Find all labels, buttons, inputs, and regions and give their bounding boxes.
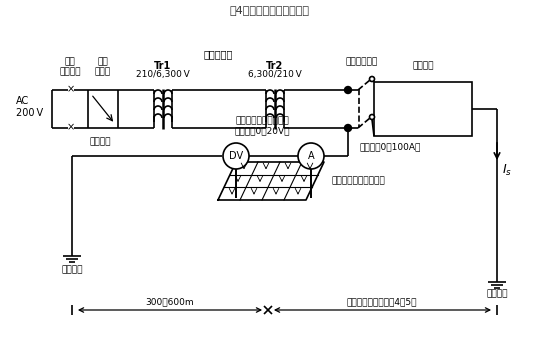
Text: 電圧
調整器: 電圧 調整器 xyxy=(95,57,111,77)
Text: AC
200 V: AC 200 V xyxy=(16,96,43,118)
Circle shape xyxy=(370,76,374,81)
Text: 零電位点: 零電位点 xyxy=(61,266,83,274)
Text: 210/6,300 V: 210/6,300 V xyxy=(136,70,190,78)
Text: 変電所等大規模接地網: 変電所等大規模接地網 xyxy=(332,176,386,186)
Text: 電源
スイッチ: 電源 スイッチ xyxy=(59,57,81,77)
Text: ×: × xyxy=(67,84,75,94)
Bar xyxy=(374,82,472,136)
Circle shape xyxy=(344,124,351,131)
Text: 6,300/210 V: 6,300/210 V xyxy=(248,70,302,78)
Text: 絶縁変圧器: 絶縁変圧器 xyxy=(203,49,233,59)
Text: 補助接地: 補助接地 xyxy=(486,290,508,298)
Circle shape xyxy=(370,115,374,120)
Text: 電流回路: 電流回路 xyxy=(412,62,434,71)
Text: A: A xyxy=(308,151,314,161)
Text: 300～600m: 300～600m xyxy=(146,297,194,307)
Circle shape xyxy=(298,143,324,169)
Text: 第4図　大規模接地の測定: 第4図 大規模接地の測定 xyxy=(229,5,309,15)
Text: 高入力インピーダンス
電圧計（0～20V）: 高入力インピーダンス 電圧計（0～20V） xyxy=(234,116,290,136)
Text: 切換スイッチ: 切換スイッチ xyxy=(346,57,378,67)
Text: $I_s$: $I_s$ xyxy=(502,163,512,177)
Text: 電流計（0～100A）: 電流計（0～100A） xyxy=(360,143,421,151)
Circle shape xyxy=(223,143,249,169)
Text: Tr1: Tr1 xyxy=(154,61,172,71)
Text: DV: DV xyxy=(229,151,243,161)
Text: 電圧回路: 電圧回路 xyxy=(90,138,111,146)
Text: ×: × xyxy=(67,122,75,132)
Circle shape xyxy=(344,87,351,94)
Text: Tr2: Tr2 xyxy=(266,61,284,71)
Text: 接地網一辺の長さの4～5倍: 接地網一辺の長さの4～5倍 xyxy=(347,297,417,307)
